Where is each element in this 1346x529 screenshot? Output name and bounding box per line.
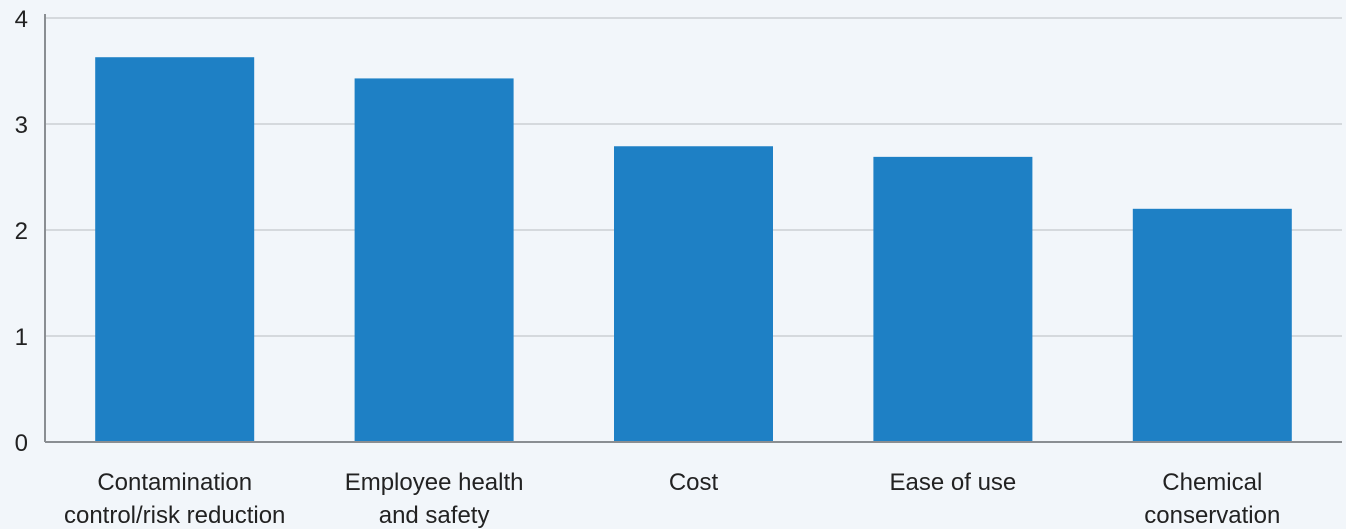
bar: [1132, 208, 1292, 442]
bar: [95, 57, 255, 442]
x-category-label: conservation: [1144, 502, 1280, 529]
x-category-label: Employee health: [345, 469, 524, 496]
y-tick-label: 1: [15, 324, 28, 351]
x-category-label: Cost: [669, 469, 719, 496]
bar: [873, 156, 1033, 443]
x-category-label: Chemical: [1162, 469, 1262, 496]
x-category-label: Contamination: [97, 469, 252, 496]
bar: [614, 146, 773, 442]
y-tick-label: 3: [15, 112, 28, 139]
x-category-label: and safety: [379, 502, 490, 529]
y-tick-label: 0: [15, 430, 28, 457]
bar: [354, 78, 514, 443]
x-category-label: Ease of use: [890, 469, 1017, 496]
x-category-label: control/risk reduction: [64, 502, 285, 529]
y-tick-label: 2: [15, 218, 28, 245]
y-tick-label: 4: [15, 6, 28, 33]
